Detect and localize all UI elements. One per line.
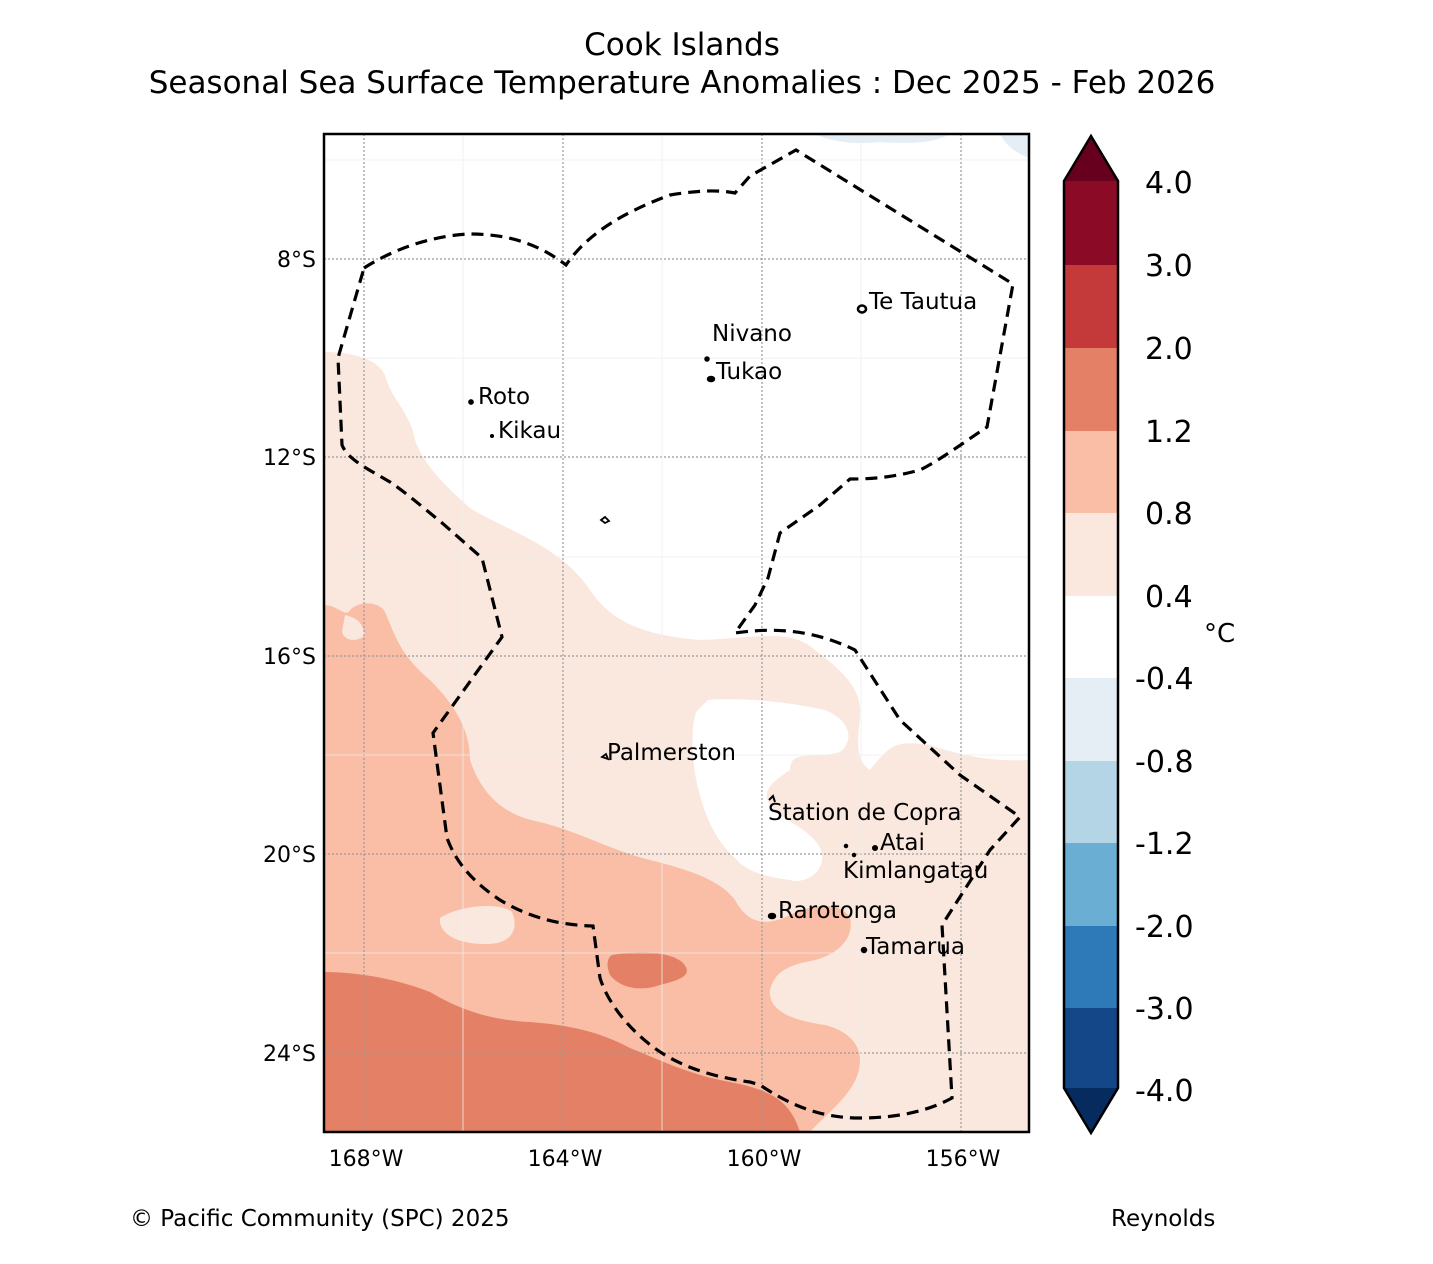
islands: [468, 304, 879, 954]
place-label-palmerston: Palmerston: [607, 740, 736, 766]
place-label-nivano: Nivano: [712, 321, 792, 347]
colorbar-band-0.8-1.2: [1064, 431, 1118, 513]
colorbar-label: 0.4: [1145, 580, 1193, 615]
sst-anomaly-patch: [607, 952, 687, 989]
lat-label-20s: 20°S: [263, 843, 316, 868]
colorbar-extend-min: [1064, 1088, 1118, 1133]
sst-cool-patch: [1000, 134, 1029, 158]
colorbar-band-neutral: [1064, 596, 1118, 678]
lat-label-24s: 24°S: [263, 1042, 316, 1067]
island-palmerston-icon: [600, 752, 610, 761]
island-kimlangatau-icon: [843, 843, 849, 849]
island-tamarua-icon: [860, 946, 868, 954]
colorbar-band-3-4: [1064, 181, 1118, 265]
colorbar-band-0.4-0.8: [1064, 513, 1118, 596]
map-title: Cook Islands: [584, 27, 780, 63]
colorbar-label: -0.8: [1135, 745, 1194, 780]
island-kikau-icon: [489, 433, 495, 439]
map-frame: [322, 132, 1031, 1134]
island-reef-icon: [599, 515, 611, 525]
island-kimlangatau-icon: [851, 852, 857, 858]
place-label-tamarua: Tamarua: [865, 934, 965, 960]
minor-gridlines: [324, 134, 1029, 1132]
sst-anomaly-1.2-2.0: [324, 972, 800, 1132]
sst-anomaly-0.8-1.2: [324, 603, 860, 1132]
place-label-tukao: Tukao: [715, 359, 782, 385]
colorbar-outline: [1062, 133, 1120, 1136]
place-label-station-de-copra: Station de Copra: [768, 800, 961, 826]
island-station-de-copra-icon: [768, 794, 776, 803]
colorbar-band-1.2-2: [1064, 348, 1118, 431]
island-tukao-icon: [706, 375, 716, 383]
colorbar-label: 4.0: [1145, 166, 1193, 201]
colorbar-label: -3.0: [1135, 992, 1194, 1027]
copyright-text: © Pacific Community (SPC) 2025: [130, 1206, 510, 1232]
sst-cool-patch: [815, 134, 950, 143]
colorbar-unit: °C: [1204, 619, 1235, 649]
place-label-roto: Roto: [478, 384, 530, 410]
gridlines: [324, 134, 1029, 1132]
colorbar-label: 3.0: [1145, 249, 1193, 284]
data-source-text: Reynolds: [1111, 1206, 1216, 1232]
colorbar-band-neg1.2-neg2: [1064, 843, 1118, 926]
colorbar-label: -1.2: [1135, 827, 1194, 862]
colorbar-band-neg0.8-neg1.2: [1064, 761, 1118, 843]
island-roto-icon: [468, 399, 474, 405]
island-te-tautua-icon: [856, 304, 868, 314]
map-subtitle: Seasonal Sea Surface Temperature Anomali…: [148, 65, 1216, 101]
colorbar-band-neg0.4-neg0.8: [1064, 678, 1118, 761]
colorbar-label: 0.8: [1145, 497, 1193, 532]
sst-neutral-patch: [692, 699, 849, 881]
sst-anomaly-patch: [342, 615, 365, 640]
colorbar-label: 1.2: [1145, 415, 1193, 450]
lon-label-164w: 164°W: [528, 1147, 603, 1172]
place-label-te-tautua: Te Tautua: [868, 289, 977, 315]
map-area: Te Tautua Nivano Tukao Roto Kikau Palmer…: [324, 134, 1029, 1132]
colorbar-label: -0.4: [1135, 662, 1194, 697]
place-label-kikau: Kikau: [498, 418, 561, 444]
lat-label-12s: 12°S: [263, 446, 316, 471]
colorbar: 4.0 3.0 2.0 1.2 0.8 0.4 -0.4 -0.8 -1.2 -…: [1062, 133, 1235, 1136]
island-rarotonga-icon: [767, 912, 777, 920]
colorbar-label: 2.0: [1145, 332, 1193, 367]
lat-label-16s: 16°S: [263, 645, 316, 670]
eez-boundary: [336, 148, 1023, 1120]
lon-label-168w: 168°W: [329, 1147, 404, 1172]
colorbar-label: -2.0: [1135, 910, 1194, 945]
colorbar-label: -4.0: [1135, 1074, 1194, 1109]
place-label-rarotonga: Rarotonga: [778, 898, 897, 924]
island-nivano-icon: [704, 356, 710, 362]
place-label-atai: Atai: [880, 830, 925, 856]
colorbar-band-2-3: [1064, 265, 1118, 348]
lon-label-156w: 156°W: [926, 1147, 1001, 1172]
sst-anomaly-patch: [439, 906, 515, 945]
colorbar-band-neg2-neg3: [1064, 926, 1118, 1008]
lat-label-8s: 8°S: [277, 248, 316, 273]
lon-label-160w: 160°W: [727, 1147, 802, 1172]
island-atai-icon: [871, 844, 879, 852]
colorbar-band-neg3-neg4: [1064, 1008, 1118, 1088]
place-label-kimlangatau: Kimlangatau: [843, 858, 988, 884]
colorbar-extend-max: [1064, 136, 1118, 181]
